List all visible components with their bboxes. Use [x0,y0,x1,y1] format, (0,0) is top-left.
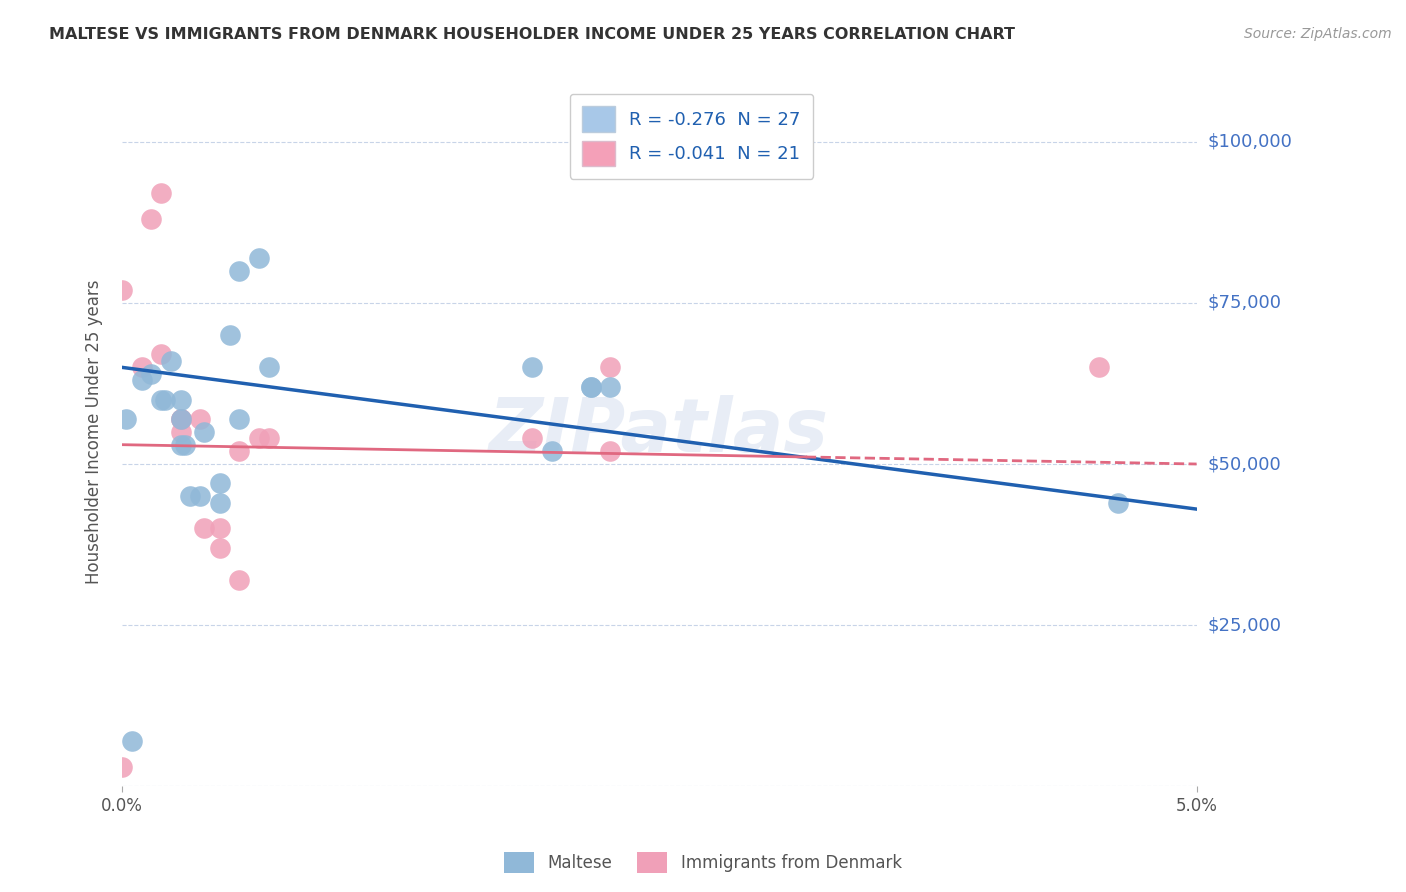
Point [522,431,544,445]
Point [599,380,621,394]
Point [193,521,215,535]
Point [579,380,602,394]
Point [257,431,280,445]
Point [121,734,143,748]
Point [169,392,191,407]
Text: ZIPatlas: ZIPatlas [489,395,830,468]
Text: $50,000: $50,000 [1208,455,1281,473]
Point [131,373,153,387]
Point [141,212,163,227]
Point [115,412,138,426]
Point [153,392,176,407]
Point [247,251,270,265]
Point [522,360,544,375]
Point [228,444,250,458]
Point [247,431,270,445]
Point [1107,496,1129,510]
Point [169,425,191,439]
Point [150,392,173,407]
Point [179,489,201,503]
Text: $25,000: $25,000 [1208,616,1282,634]
Point [111,283,134,297]
Point [218,328,240,343]
Point [141,367,163,381]
Point [208,521,231,535]
Point [599,444,621,458]
Point [208,496,231,510]
Point [208,476,231,491]
Text: Source: ZipAtlas.com: Source: ZipAtlas.com [1244,27,1392,41]
Point [193,425,215,439]
Point [131,360,153,375]
Point [228,264,250,278]
Legend: R = -0.276  N = 27, R = -0.041  N = 21: R = -0.276 N = 27, R = -0.041 N = 21 [569,94,813,179]
Point [188,489,211,503]
Point [111,760,134,774]
Y-axis label: Householder Income Under 25 years: Householder Income Under 25 years [86,279,103,584]
Point [169,412,191,426]
Point [541,444,564,458]
Text: $75,000: $75,000 [1208,294,1282,312]
Point [579,380,602,394]
Point [599,360,621,375]
Point [169,412,191,426]
Point [169,438,191,452]
Point [228,412,250,426]
Point [150,347,173,361]
Point [228,573,250,587]
Point [208,541,231,555]
Text: $100,000: $100,000 [1208,133,1292,151]
Legend: Maltese, Immigrants from Denmark: Maltese, Immigrants from Denmark [498,846,908,880]
Text: MALTESE VS IMMIGRANTS FROM DENMARK HOUSEHOLDER INCOME UNDER 25 YEARS CORRELATION: MALTESE VS IMMIGRANTS FROM DENMARK HOUSE… [49,27,1015,42]
Point [160,354,183,368]
Point [257,360,280,375]
Point [1088,360,1111,375]
Point [169,412,191,426]
Point [173,438,195,452]
Point [188,412,211,426]
Point [150,186,173,201]
